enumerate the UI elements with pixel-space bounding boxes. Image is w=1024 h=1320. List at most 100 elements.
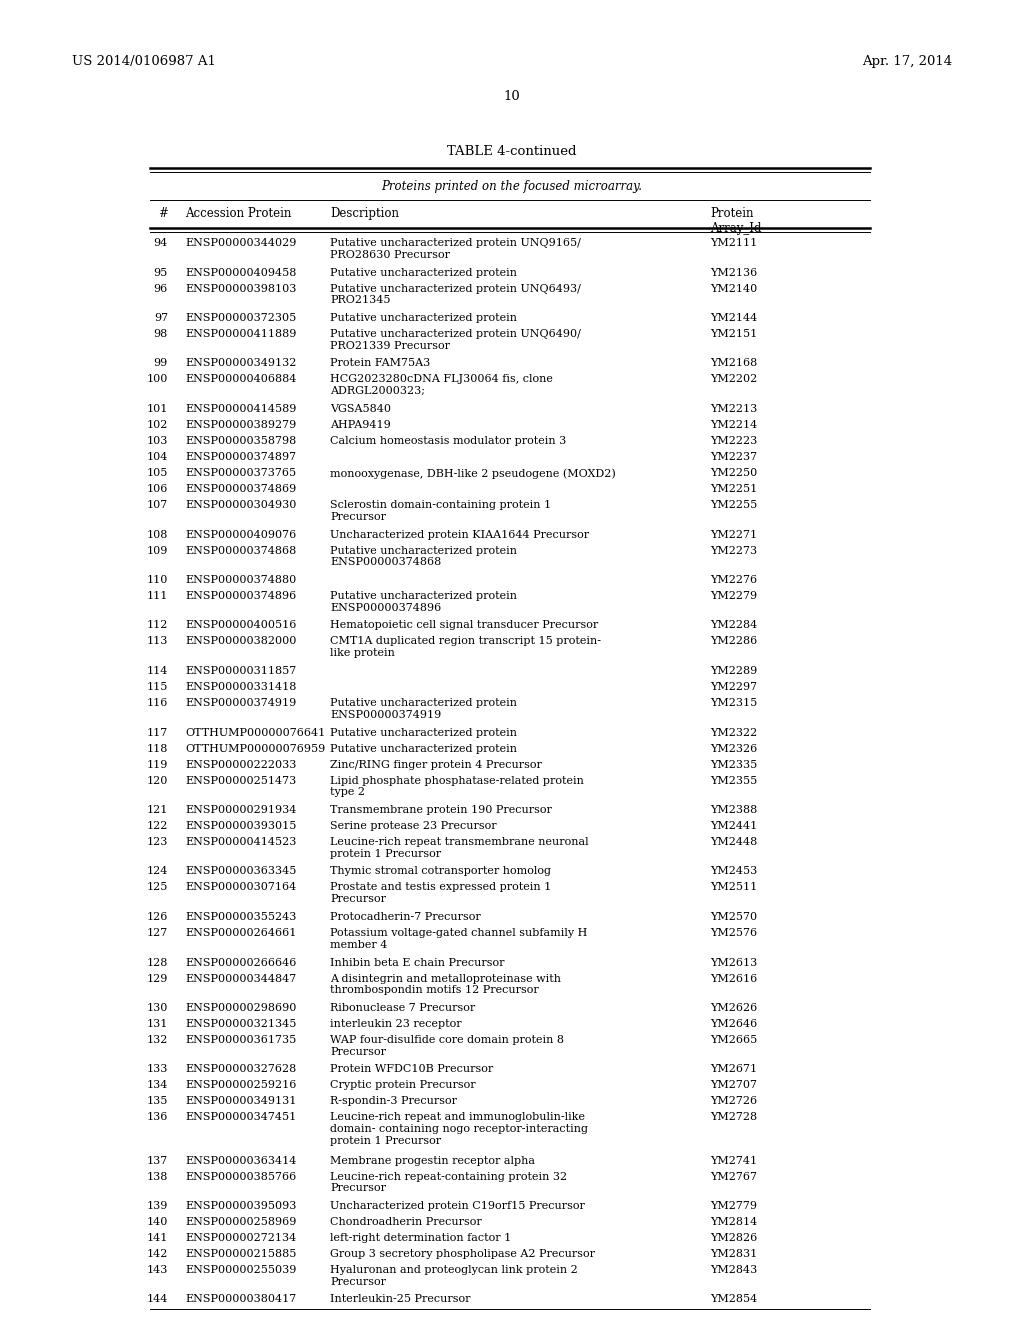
Text: YM2728: YM2728 (710, 1113, 757, 1122)
Text: 107: 107 (146, 500, 168, 510)
Text: Protein FAM75A3: Protein FAM75A3 (330, 359, 430, 368)
Text: YM2767: YM2767 (710, 1172, 757, 1181)
Text: 141: 141 (146, 1233, 168, 1243)
Text: 106: 106 (146, 484, 168, 494)
Text: 127: 127 (146, 928, 168, 939)
Text: ENSP00000215885: ENSP00000215885 (185, 1249, 296, 1259)
Text: 126: 126 (146, 912, 168, 921)
Text: 97: 97 (154, 313, 168, 323)
Text: YM2223: YM2223 (710, 436, 758, 446)
Text: YM2843: YM2843 (710, 1265, 758, 1275)
Text: 111: 111 (146, 591, 168, 601)
Text: YM2237: YM2237 (710, 451, 757, 462)
Text: ENSP00000406884: ENSP00000406884 (185, 375, 296, 384)
Text: YM2273: YM2273 (710, 545, 757, 556)
Text: #: # (158, 207, 168, 220)
Text: Putative uncharacterized protein
ENSP00000374868: Putative uncharacterized protein ENSP000… (330, 545, 517, 568)
Text: Putative uncharacterized protein: Putative uncharacterized protein (330, 268, 517, 277)
Text: Leucine-rich repeat-containing protein 32
Precursor: Leucine-rich repeat-containing protein 3… (330, 1172, 567, 1193)
Text: Protocadherin-7 Precursor: Protocadherin-7 Precursor (330, 912, 480, 921)
Text: AHPA9419: AHPA9419 (330, 420, 391, 430)
Text: Potassium voltage-gated channel subfamily H
member 4: Potassium voltage-gated channel subfamil… (330, 928, 588, 949)
Text: 142: 142 (146, 1249, 168, 1259)
Text: ENSP00000259216: ENSP00000259216 (185, 1081, 296, 1090)
Text: US 2014/0106987 A1: US 2014/0106987 A1 (72, 55, 216, 69)
Text: YM2251: YM2251 (710, 484, 758, 494)
Text: ENSP00000409458: ENSP00000409458 (185, 268, 296, 277)
Text: ENSP00000398103: ENSP00000398103 (185, 284, 296, 293)
Text: Putative uncharacterized protein
ENSP00000374896: Putative uncharacterized protein ENSP000… (330, 591, 517, 612)
Text: ENSP00000380417: ENSP00000380417 (185, 1295, 296, 1304)
Text: Putative uncharacterized protein: Putative uncharacterized protein (330, 313, 517, 323)
Text: Membrane progestin receptor alpha: Membrane progestin receptor alpha (330, 1155, 535, 1166)
Text: 101: 101 (146, 404, 168, 414)
Text: Inhibin beta E chain Precursor: Inhibin beta E chain Precursor (330, 957, 505, 968)
Text: TABLE 4-continued: TABLE 4-continued (447, 145, 577, 158)
Text: 115: 115 (146, 682, 168, 692)
Text: YM2726: YM2726 (710, 1097, 757, 1106)
Text: YM2814: YM2814 (710, 1217, 758, 1228)
Text: 121: 121 (146, 805, 168, 814)
Text: Chondroadherin Precursor: Chondroadherin Precursor (330, 1217, 481, 1228)
Text: ENSP00000389279: ENSP00000389279 (185, 420, 296, 430)
Text: Leucine-rich repeat transmembrane neuronal
protein 1 Precursor: Leucine-rich repeat transmembrane neuron… (330, 837, 589, 858)
Text: YM2831: YM2831 (710, 1249, 758, 1259)
Text: ENSP00000222033: ENSP00000222033 (185, 759, 296, 770)
Text: Calcium homeostasis modulator protein 3: Calcium homeostasis modulator protein 3 (330, 436, 566, 446)
Text: YM2151: YM2151 (710, 329, 758, 339)
Text: ENSP00000374896: ENSP00000374896 (185, 591, 296, 601)
Text: ENSP00000414589: ENSP00000414589 (185, 404, 296, 414)
Text: ENSP00000400516: ENSP00000400516 (185, 620, 296, 631)
Text: Hematopoietic cell signal transducer Precursor: Hematopoietic cell signal transducer Pre… (330, 620, 598, 631)
Text: OTTHUMP00000076641: OTTHUMP00000076641 (185, 727, 326, 738)
Text: 124: 124 (146, 866, 168, 876)
Text: 135: 135 (146, 1097, 168, 1106)
Text: Lipid phosphate phosphatase-related protein
type 2: Lipid phosphate phosphatase-related prot… (330, 776, 584, 797)
Text: 95: 95 (154, 268, 168, 277)
Text: Interleukin-25 Precursor: Interleukin-25 Precursor (330, 1295, 470, 1304)
Text: YM2276: YM2276 (710, 576, 757, 585)
Text: ENSP00000349132: ENSP00000349132 (185, 359, 296, 368)
Text: Proteins printed on the focused microarray.: Proteins printed on the focused microarr… (382, 180, 642, 193)
Text: 139: 139 (146, 1201, 168, 1210)
Text: YM2168: YM2168 (710, 359, 758, 368)
Text: 125: 125 (146, 883, 168, 892)
Text: YM2255: YM2255 (710, 500, 758, 510)
Text: 129: 129 (146, 974, 168, 983)
Text: Zinc/RING finger protein 4 Precursor: Zinc/RING finger protein 4 Precursor (330, 759, 542, 770)
Text: YM2576: YM2576 (710, 928, 757, 939)
Text: Cryptic protein Precursor: Cryptic protein Precursor (330, 1081, 475, 1090)
Text: ENSP00000358798: ENSP00000358798 (185, 436, 296, 446)
Text: YM2646: YM2646 (710, 1019, 758, 1030)
Text: YM2616: YM2616 (710, 974, 758, 983)
Text: Sclerostin domain-containing protein 1
Precursor: Sclerostin domain-containing protein 1 P… (330, 500, 551, 521)
Text: Putative uncharacterized protein: Putative uncharacterized protein (330, 727, 517, 738)
Text: Hyaluronan and proteoglycan link protein 2
Precursor: Hyaluronan and proteoglycan link protein… (330, 1265, 578, 1287)
Text: 138: 138 (146, 1172, 168, 1181)
Text: ENSP00000344029: ENSP00000344029 (185, 238, 296, 248)
Text: ENSP00000363345: ENSP00000363345 (185, 866, 296, 876)
Text: ENSP00000374869: ENSP00000374869 (185, 484, 296, 494)
Text: ENSP00000307164: ENSP00000307164 (185, 883, 296, 892)
Text: ENSP00000321345: ENSP00000321345 (185, 1019, 296, 1030)
Text: ENSP00000373765: ENSP00000373765 (185, 469, 296, 478)
Text: 109: 109 (146, 545, 168, 556)
Text: YM2626: YM2626 (710, 1003, 758, 1012)
Text: Prostate and testis expressed protein 1
Precursor: Prostate and testis expressed protein 1 … (330, 883, 551, 904)
Text: ENSP00000349131: ENSP00000349131 (185, 1097, 296, 1106)
Text: YM2453: YM2453 (710, 866, 758, 876)
Text: monooxygenase, DBH-like 2 pseudogene (MOXD2): monooxygenase, DBH-like 2 pseudogene (MO… (330, 469, 615, 479)
Text: Thymic stromal cotransporter homolog: Thymic stromal cotransporter homolog (330, 866, 551, 876)
Text: Ribonuclease 7 Precursor: Ribonuclease 7 Precursor (330, 1003, 475, 1012)
Text: 137: 137 (146, 1155, 168, 1166)
Text: YM2448: YM2448 (710, 837, 758, 847)
Text: ENSP00000414523: ENSP00000414523 (185, 837, 296, 847)
Text: 136: 136 (146, 1113, 168, 1122)
Text: Apr. 17, 2014: Apr. 17, 2014 (862, 55, 952, 69)
Text: ENSP00000395093: ENSP00000395093 (185, 1201, 296, 1210)
Text: 100: 100 (146, 375, 168, 384)
Text: VGSA5840: VGSA5840 (330, 404, 391, 414)
Text: Uncharacterized protein C19orf15 Precursor: Uncharacterized protein C19orf15 Precurs… (330, 1201, 585, 1210)
Text: 113: 113 (146, 636, 168, 647)
Text: 98: 98 (154, 329, 168, 339)
